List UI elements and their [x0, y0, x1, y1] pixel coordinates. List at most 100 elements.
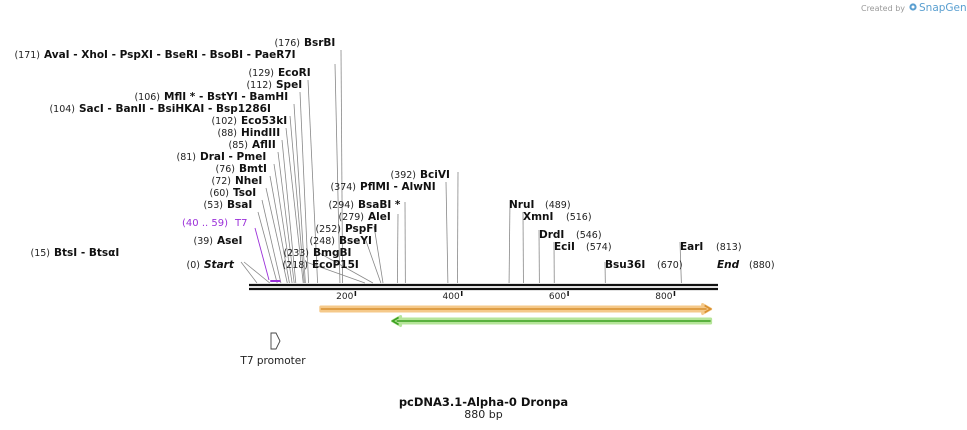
map-length: 880 bp: [464, 408, 502, 421]
site-label-bmti[interactable]: BmtI (76): [215, 163, 266, 175]
site-position: (76): [215, 164, 235, 175]
site-leader-ecori: [307, 79, 319, 284]
site-label-alei[interactable]: AleI (279): [338, 211, 390, 223]
green-feature-arrowhead-icon: [391, 316, 399, 326]
site-label-bcivi[interactable]: BciVI (392): [390, 169, 449, 181]
site-name: BmgBI: [313, 247, 351, 259]
site-leader-bcivi: [457, 171, 459, 284]
site-label-drai[interactable]: DraI - PmeI (81): [176, 151, 266, 163]
tick-label-800: 800: [655, 292, 672, 302]
site-label-asei[interactable]: AseI (39): [193, 235, 242, 247]
site-position: (102): [211, 116, 237, 127]
site-position: (670): [657, 260, 683, 271]
site-name: NruI: [509, 199, 534, 211]
site-position: (574): [586, 242, 612, 253]
site-leader-bseyi: [364, 237, 382, 284]
site-name: EarI: [680, 241, 703, 253]
site-label-bsabi[interactable]: BsaBI * (294): [328, 199, 400, 211]
site-position: (112): [246, 80, 272, 91]
site-label-pflmi[interactable]: PflMI - AlwNI (374): [330, 181, 435, 193]
site-label-bsti[interactable]: BtsI - BtsαI (15): [30, 247, 119, 259]
site-name: XmnI: [523, 211, 553, 223]
site-label-eari[interactable]: EarI (813): [680, 241, 742, 253]
site-leader-mfli: [293, 103, 306, 284]
site-label-pspfi[interactable]: PspFI (252): [315, 223, 377, 235]
site-label-drdi[interactable]: DrdI (546): [539, 229, 602, 241]
site-position: (81): [176, 152, 196, 163]
site-name: EciI: [554, 241, 575, 253]
site-label-aflii[interactable]: AflII (85): [228, 139, 275, 151]
site-position: (72): [211, 176, 231, 187]
site-label-bsu36i[interactable]: Bsu36I (670): [605, 259, 683, 271]
site-leader-pspfi: [373, 225, 384, 284]
site-leader-hindiii: [281, 139, 297, 284]
primer-t7[interactable]: (40 .. 59) T7: [182, 218, 281, 282]
site-leader-aflii: [277, 151, 295, 284]
feature-layer: [319, 303, 713, 327]
promoter-label: T7 promoter: [239, 355, 306, 367]
site-label-nrui[interactable]: NruI (489): [509, 199, 571, 211]
site-name: EcoP15I: [312, 259, 359, 271]
site-position: (176): [274, 38, 300, 49]
site-label-spei[interactable]: SpeI (112): [246, 79, 302, 91]
site-label-ecori[interactable]: EcoRI (129): [248, 67, 310, 79]
site-name: AleI: [368, 211, 391, 223]
site-leader-drai: [273, 163, 293, 284]
site-leader-eari: [679, 241, 682, 284]
site-name: DraI - PmeI: [200, 151, 266, 163]
site-name: PflMI - AlwNI: [360, 181, 436, 193]
tick-label-200: 200: [336, 292, 353, 302]
site-position: (294): [328, 200, 354, 211]
site-name: Eco53kI: [241, 115, 287, 127]
site-leader-pflmi: [445, 181, 449, 284]
site-name: SacI - BanII - BsiHKAI - Bsp1286I: [79, 103, 271, 115]
site-label-nhei[interactable]: NheI (72): [211, 175, 262, 187]
site-leader-bsai: [257, 211, 278, 284]
site-name: SpeI: [276, 79, 302, 91]
site-label-bsrbi[interactable]: BsrBI (176): [274, 37, 335, 49]
site-label-eco53ki[interactable]: Eco53kI (102): [211, 115, 287, 127]
site-position: (516): [566, 212, 592, 223]
t7-promoter[interactable]: T7 promoter: [239, 332, 306, 367]
site-name: TsoI: [233, 187, 256, 199]
site-label-xmni[interactable]: XmnI (516): [523, 211, 592, 223]
site-label-bmgbi[interactable]: BmgBI (233): [283, 247, 351, 259]
site-position: (171): [14, 50, 40, 61]
start-label: Start: [204, 259, 235, 271]
promoter-arrow-icon: [270, 332, 281, 350]
site-position: (374): [330, 182, 356, 193]
site-position: (279): [338, 212, 364, 223]
site-name: EcoRI: [278, 67, 311, 79]
site-label-hindiii[interactable]: HindIII (88): [217, 127, 280, 139]
site-label-avai[interactable]: AvaI - XhoI - PspXI - BseRI - BsoBI - Pa…: [14, 49, 295, 61]
map-title: pcDNA3.1-Alpha-0 Dronpa: [399, 395, 568, 409]
site-leader-bsrbi: [340, 49, 343, 284]
orange-feature-arrowhead-icon: [704, 304, 713, 314]
snapgene-logo-icon: [909, 3, 917, 11]
site-label-saci[interactable]: SacI - BanII - BsiHKAI - Bsp1286I (104): [49, 103, 270, 115]
site-name: PspFI: [345, 223, 377, 235]
site-leader-eco53ki: [285, 127, 304, 284]
primer-range: (40 .. 59): [182, 218, 228, 229]
site-position: (392): [390, 170, 416, 181]
site-position: (489): [545, 200, 571, 211]
site-leader-spei: [299, 91, 309, 284]
site-position: (252): [315, 224, 341, 235]
site-label-bseyi[interactable]: BseYI (248): [309, 235, 371, 247]
primer-leader: [254, 227, 270, 281]
site-label-bsai[interactable]: BsaI (53): [203, 199, 252, 211]
site-name: BsaBI *: [358, 199, 401, 211]
site-leader-bsti: [240, 261, 258, 284]
site-name: MflI * - BstYI - BamHI: [164, 91, 288, 103]
end-label: End: [717, 259, 740, 271]
site-name: AseI: [217, 235, 242, 247]
site-label-ecii[interactable]: EciI (574): [554, 241, 612, 253]
site-label-ecop15i[interactable]: EcoP15I (218): [282, 259, 358, 271]
site-leader-asei: [243, 261, 270, 284]
site-label-mfli[interactable]: MflI * - BstYI - BamHI (106): [134, 91, 288, 103]
site-leader-tsoi: [261, 199, 282, 284]
site-leader-nrui: [508, 199, 511, 284]
site-label-tsoi[interactable]: TsoI (60): [209, 187, 256, 199]
site-name: BciVI: [420, 169, 450, 181]
